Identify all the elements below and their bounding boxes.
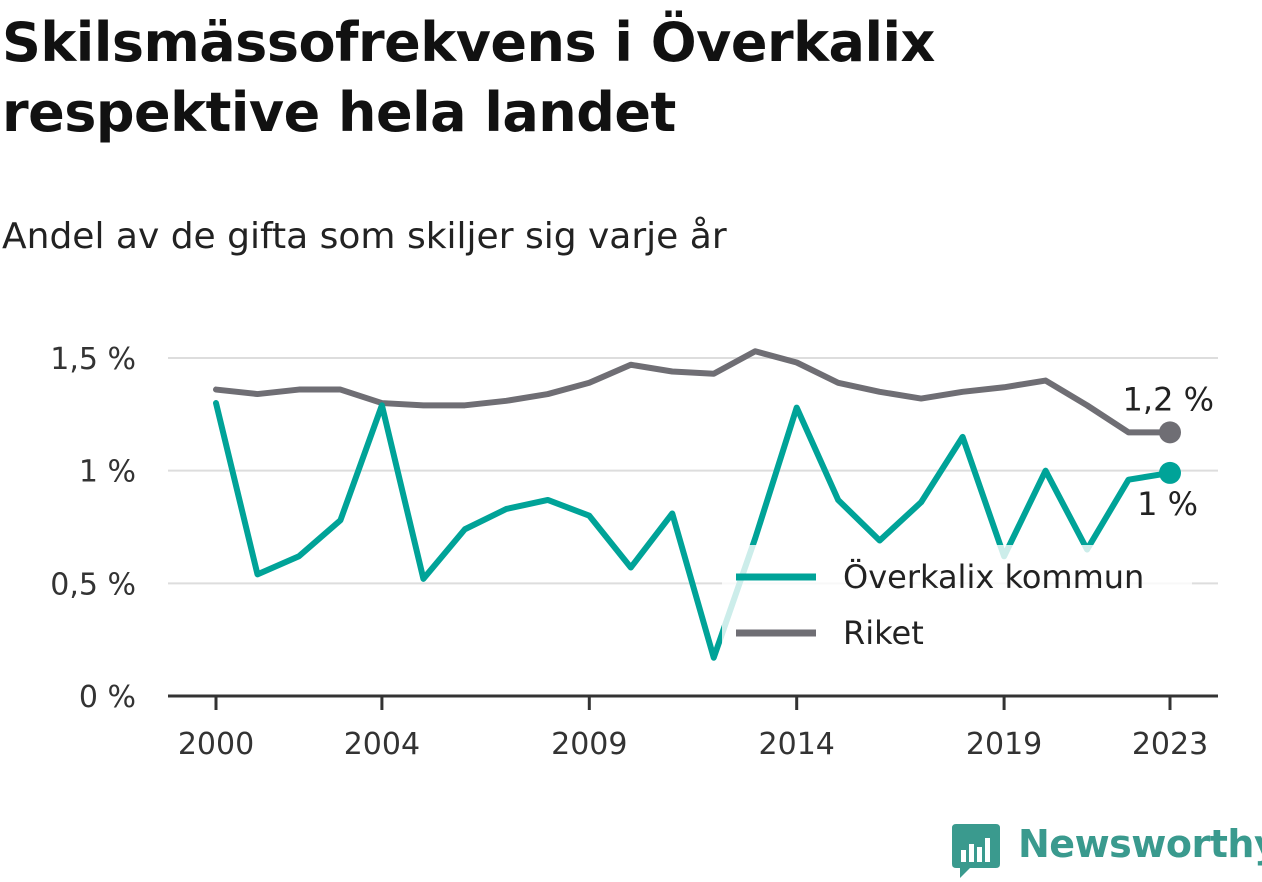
x-tick-label: 2009 bbox=[551, 727, 627, 762]
y-tick-label: 0 % bbox=[79, 680, 136, 715]
y-axis-labels: 0 % 0,5 % 1 % 1,5 % bbox=[50, 342, 136, 715]
series-lines bbox=[213, 348, 1173, 661]
x-tick-label: 2019 bbox=[966, 727, 1042, 762]
end-marker-riket bbox=[1159, 421, 1181, 444]
end-label-riket: 1,2 % bbox=[1123, 380, 1214, 418]
end-label-overkalix: 1 % bbox=[1137, 485, 1198, 523]
legend-label: Riket bbox=[843, 614, 924, 652]
legend-label: Överkalix kommun bbox=[843, 558, 1144, 596]
y-tick-label: 0,5 % bbox=[50, 567, 136, 602]
chart-title: Skilsmässofrekvens i Överkalix respektiv… bbox=[2, 11, 935, 144]
chart-subtitle: Andel av de gifta som skiljer sig varje … bbox=[2, 216, 727, 257]
y-tick-label: 1,5 % bbox=[50, 342, 136, 377]
x-tick-label: 2023 bbox=[1132, 727, 1208, 762]
x-tick-label: 2004 bbox=[344, 727, 420, 762]
x-tick-label: 2014 bbox=[759, 727, 835, 762]
brand-name: Newsworthy bbox=[1018, 822, 1262, 866]
legend-background bbox=[722, 545, 1192, 663]
legend: Överkalix kommun Riket bbox=[722, 545, 1192, 663]
series-line-riket bbox=[213, 348, 1173, 436]
y-tick-label: 1 % bbox=[79, 455, 136, 490]
series-line-overkalix bbox=[213, 400, 1173, 661]
x-axis: 2000 2004 2009 2014 2019 2023 bbox=[168, 694, 1218, 762]
newsworthy-icon bbox=[952, 824, 1000, 878]
newsworthy-logo: Newsworthy bbox=[950, 816, 1262, 878]
end-marker-overkalix bbox=[1159, 461, 1181, 484]
end-labels: 1,2 % 1 % bbox=[1123, 380, 1214, 523]
x-tick-label: 2000 bbox=[178, 727, 254, 762]
